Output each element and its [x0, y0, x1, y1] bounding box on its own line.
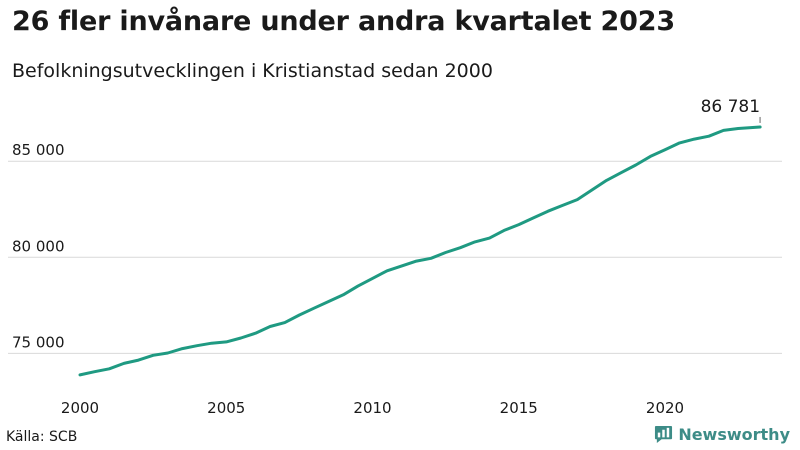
chart-subtitle: Befolkningsutvecklingen i Kristianstad s… — [12, 60, 493, 82]
annotation-layer: 86 781 — [701, 97, 761, 123]
bar-chart-icon — [655, 425, 673, 444]
x-tick-label: 2000 — [61, 399, 99, 417]
brand-logo: Newsworthy — [654, 425, 790, 444]
series-line-0 — [78, 125, 762, 377]
series-layer — [78, 125, 762, 377]
y-tick-label: 75 000 — [12, 333, 65, 351]
y-axis-ticks: 75 000 80 000 85 000 — [12, 141, 65, 351]
annotation-label: 86 781 — [701, 97, 760, 117]
source-note: Källa: SCB — [6, 429, 78, 445]
chart-title: 26 fler invånare under andra kvartalet 2… — [12, 6, 675, 37]
y-tick-label: 80 000 — [12, 237, 65, 255]
x-tick-label: 2005 — [207, 399, 245, 417]
brand-name: Newsworthy — [678, 425, 790, 444]
x-axis-ticks: 2000 2005 2010 2015 2020 — [61, 399, 684, 417]
y-tick-label: 85 000 — [12, 141, 65, 159]
x-tick-label: 2020 — [646, 399, 684, 417]
gridlines — [8, 160, 782, 354]
x-tick-label: 2015 — [500, 399, 538, 417]
x-tick-label: 2010 — [353, 399, 391, 417]
